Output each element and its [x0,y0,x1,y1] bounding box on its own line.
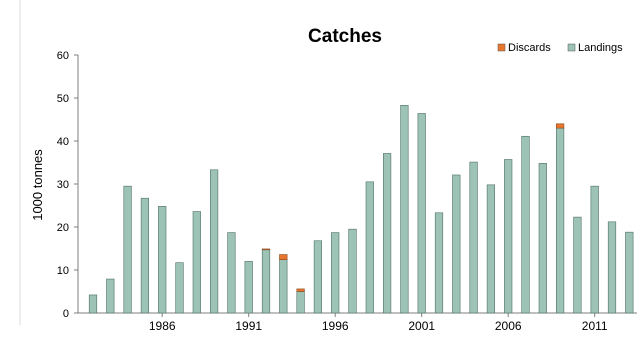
chart-title: Catches [308,26,382,47]
bar-landings [607,221,617,314]
bar-landings [348,228,357,314]
bar-landings [175,262,184,314]
bar-landings [365,181,374,314]
legend-landings-swatch [567,43,576,52]
bar-landings [88,294,98,314]
bar-landings [590,185,599,314]
bar-landings [417,113,426,314]
bar-landings [227,232,236,314]
bar-landings [434,212,444,314]
bar-landings [244,261,253,314]
bar-landings [573,216,582,314]
x-tick-label: 1996 [322,319,349,333]
bar-landings [123,185,132,314]
y-tick-label: 20 [57,222,69,234]
bar-landings [469,161,478,314]
bar-landings [313,240,323,314]
legend: Discards Landings [497,42,623,54]
bar-landings [158,206,167,314]
bar-landings [140,197,150,314]
bar-landings [555,127,565,314]
y-axis-label: 1000 tonnes [30,149,45,221]
bar-landings [400,105,409,314]
legend-discards-label: Discards [508,42,551,54]
y-tick-label: 50 [57,93,69,105]
bar-landings [106,278,115,314]
bar-landings [331,232,340,314]
y-tick-label: 60 [57,50,69,62]
bar-landings [296,291,305,314]
bar-landings [625,231,634,314]
bars-group [88,105,634,314]
x-tick-label: 1986 [149,319,176,333]
bar-landings [486,184,496,314]
bar-landings [452,174,461,314]
x-tick-label: 2011 [582,319,608,333]
bar-discards [261,248,271,251]
bar-landings [538,163,547,314]
y-tick-label: 0 [63,308,69,320]
bar-landings [521,135,530,314]
x-tick-label: 2006 [495,319,522,333]
bar-landings [382,153,392,314]
bar-landings [261,249,271,314]
bar-landings [210,169,219,314]
bar-landings [504,159,513,314]
x-axis: 1986 1991 1996 2001 2006 2011 [78,312,637,333]
legend-discards-swatch [497,43,506,52]
y-tick-label: 10 [57,265,69,277]
bar-discards [296,288,305,292]
x-tick-label: 2001 [408,319,435,333]
x-tick-label: 1991 [235,319,262,333]
bar-landings [192,211,201,314]
bar-landings [279,259,288,314]
y-tick-label: 30 [57,179,69,191]
legend-landings-label: Landings [578,42,623,54]
y-tick-label: 40 [57,136,69,148]
bar-discards [279,254,288,260]
y-axis: 0 10 20 30 40 50 60 [57,50,79,320]
bar-discards [555,123,565,129]
